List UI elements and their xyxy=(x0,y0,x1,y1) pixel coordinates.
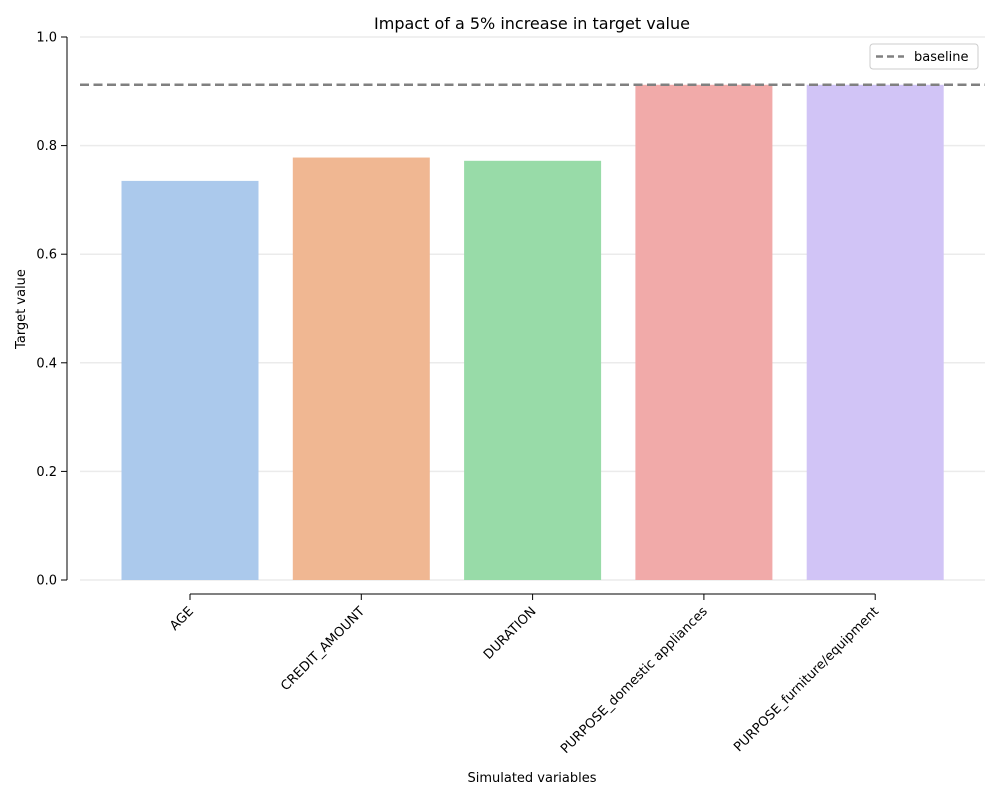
x-tick-label: DURATION xyxy=(481,604,539,662)
y-tick-label: 0.2 xyxy=(36,465,57,480)
bar xyxy=(635,84,773,580)
chart-title: Impact of a 5% increase in target value xyxy=(374,14,690,33)
bars xyxy=(121,84,944,580)
x-axis-label: Simulated variables xyxy=(467,771,596,786)
bar xyxy=(464,160,602,580)
y-tick-label: 0.6 xyxy=(36,248,57,263)
y-tick-label: 1.0 xyxy=(36,31,57,46)
x-axis: AGE CREDIT_AMOUNT DURATION PURPOSE_domestic… xyxy=(167,593,882,757)
x-tick-label: AGE xyxy=(167,604,197,634)
bar xyxy=(121,180,259,580)
y-tick-label: 0.4 xyxy=(36,356,57,371)
x-tick-label: PURPOSE_domestic appliances xyxy=(558,604,711,757)
y-tick-label: 0.8 xyxy=(36,139,57,154)
bar xyxy=(806,84,944,580)
y-tick-label: 0.0 xyxy=(36,574,57,589)
x-tick-label: PURPOSE_furniture/equipment xyxy=(731,604,882,755)
legend-box xyxy=(869,43,979,70)
legend: baseline xyxy=(869,43,979,70)
x-tick-label: CREDIT_AMOUNT xyxy=(278,604,368,694)
bar xyxy=(292,157,430,580)
y-axis-label: Target value xyxy=(14,269,29,350)
y-axis: 0.0 0.2 0.4 0.6 0.8 1.0 xyxy=(36,31,68,589)
legend-baseline-label: baseline xyxy=(914,50,968,65)
